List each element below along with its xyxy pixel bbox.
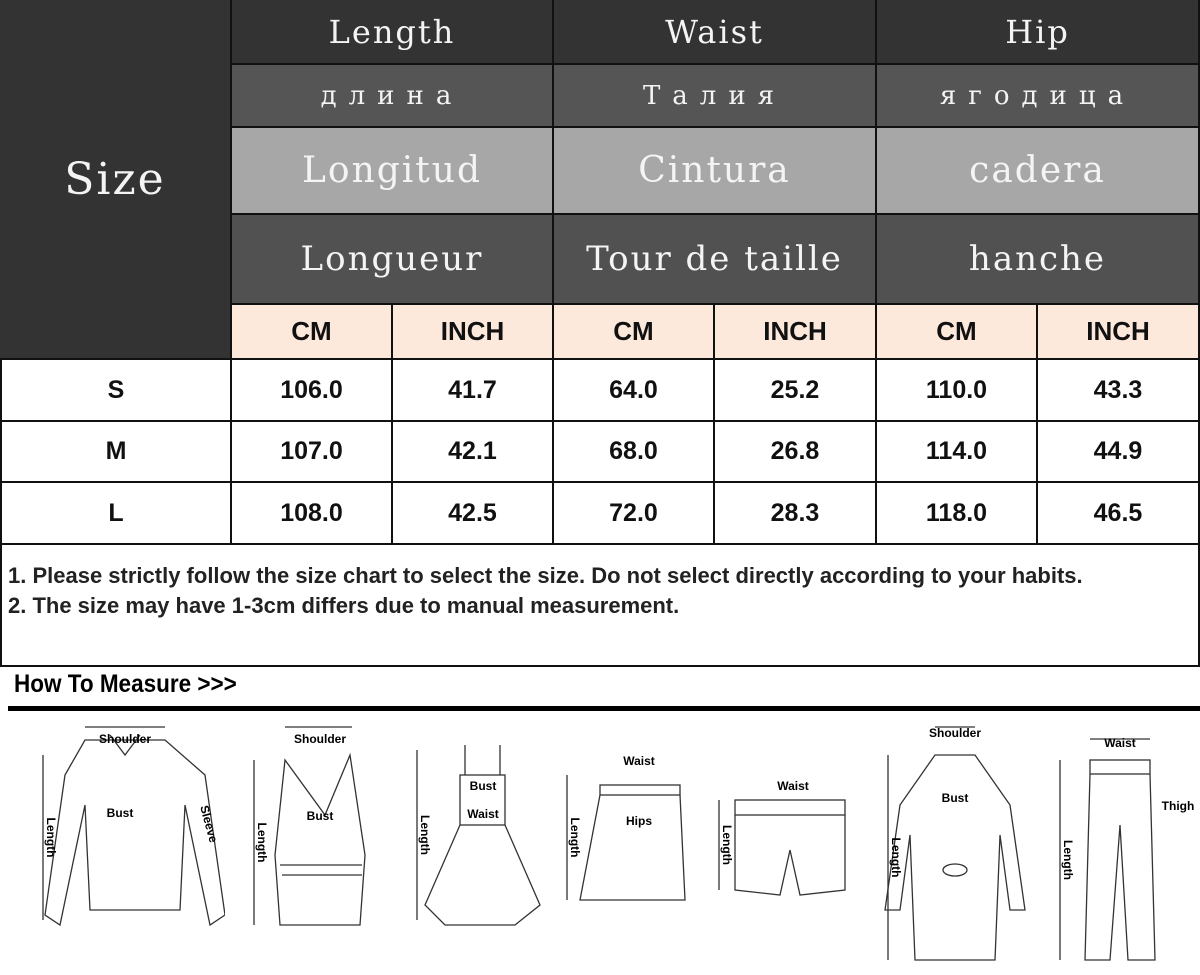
measurement-cell: 108.0 xyxy=(232,483,393,545)
measure-label-length: Length xyxy=(720,825,734,865)
unit-header: INCH xyxy=(1038,305,1200,360)
shorts-diagram: Waist Length xyxy=(718,779,846,896)
size-notes: 1. Please strictly follow the size chart… xyxy=(0,545,1200,667)
column-header-es: cadera xyxy=(877,128,1200,215)
unit-header: CM xyxy=(232,305,393,360)
measure-label-length: Length xyxy=(255,823,269,863)
measurement-cell: 118.0 xyxy=(877,483,1038,545)
blouse-diagram: Shoulder Bust Sleeve Length xyxy=(42,726,225,927)
coat-diagram: Shoulder Bust Length xyxy=(884,726,1026,961)
size-cell: S xyxy=(0,360,232,422)
divider xyxy=(8,706,1200,711)
unit-header: CM xyxy=(877,305,1038,360)
how-to-measure-title: How To Measure >>> xyxy=(14,670,237,698)
measurement-cell: 46.5 xyxy=(1038,483,1200,545)
column-header-fr: Longueur xyxy=(232,215,554,305)
measure-label-waist: Waist xyxy=(1104,736,1136,750)
note: 2. The size may have 1-3cm differs due t… xyxy=(8,593,680,618)
measure-label-waist: Waist xyxy=(623,754,655,768)
measurement-cell: 43.3 xyxy=(1038,360,1200,422)
measure-label-bust: Bust xyxy=(942,791,969,805)
measurement-cell: 42.5 xyxy=(393,483,554,545)
column-header-fr: Tour de taille xyxy=(554,215,877,305)
skirt-diagram: Waist Hips Length xyxy=(566,754,686,901)
measure-label-shoulder: Shoulder xyxy=(99,732,151,746)
measurement-cell: 114.0 xyxy=(877,422,1038,483)
measurement-cell: 25.2 xyxy=(715,360,877,422)
dress-diagram: Bust Waist Length xyxy=(416,745,541,926)
measure-label-bust: Bust xyxy=(470,779,497,793)
measurement-cell: 110.0 xyxy=(877,360,1038,422)
column-header-ru: длина xyxy=(232,65,554,128)
measure-label-length: Length xyxy=(568,818,582,858)
measure-label-bust: Bust xyxy=(107,806,134,820)
measurement-cell: 44.9 xyxy=(1038,422,1200,483)
measure-label-shoulder: Shoulder xyxy=(294,732,346,746)
measurement-cell: 28.3 xyxy=(715,483,877,545)
column-header-es: Cintura xyxy=(554,128,877,215)
column-header-ru: Талия xyxy=(554,65,877,128)
measurement-cell: 42.1 xyxy=(393,422,554,483)
column-header-ru: ягодица xyxy=(877,65,1200,128)
column-header-en: Length xyxy=(232,0,554,65)
size-header: Size xyxy=(0,0,232,360)
measure-label-length: Length xyxy=(44,818,58,858)
note: 1. Please strictly follow the size chart… xyxy=(8,563,1083,588)
column-header-fr: hanche xyxy=(877,215,1200,305)
measurement-cell: 26.8 xyxy=(715,422,877,483)
measure-label-waist: Waist xyxy=(467,807,499,821)
measure-label-hips: Hips xyxy=(626,814,652,828)
measurement-cell: 107.0 xyxy=(232,422,393,483)
measurement-cell: 41.7 xyxy=(393,360,554,422)
unit-header: CM xyxy=(554,305,715,360)
measurement-cell: 72.0 xyxy=(554,483,715,545)
measure-label-waist: Waist xyxy=(777,779,809,793)
measure-label-sleeve: Sleeve xyxy=(197,804,220,845)
column-header-en: Waist xyxy=(554,0,877,65)
unit-header: INCH xyxy=(393,305,554,360)
column-header-es: Longitud xyxy=(232,128,554,215)
measurement-cell: 68.0 xyxy=(554,422,715,483)
measure-label-length: Length xyxy=(1061,840,1075,880)
pants-diagram: Waist Thigh Length xyxy=(1059,736,1195,961)
measure-label-length: Length xyxy=(418,815,432,855)
column-header-en: Hip xyxy=(877,0,1200,65)
size-cell: L xyxy=(0,483,232,545)
size-cell: M xyxy=(0,422,232,483)
unit-header: INCH xyxy=(715,305,877,360)
measure-label-bust: Bust xyxy=(307,809,334,823)
tank-top-diagram: Shoulder Bust Length xyxy=(253,726,366,926)
measurement-cell: 106.0 xyxy=(232,360,393,422)
measurement-cell: 64.0 xyxy=(554,360,715,422)
measure-label-shoulder: Shoulder xyxy=(929,726,981,740)
measure-label-thigh: Thigh xyxy=(1162,799,1195,813)
measure-label-length: Length xyxy=(889,838,903,878)
